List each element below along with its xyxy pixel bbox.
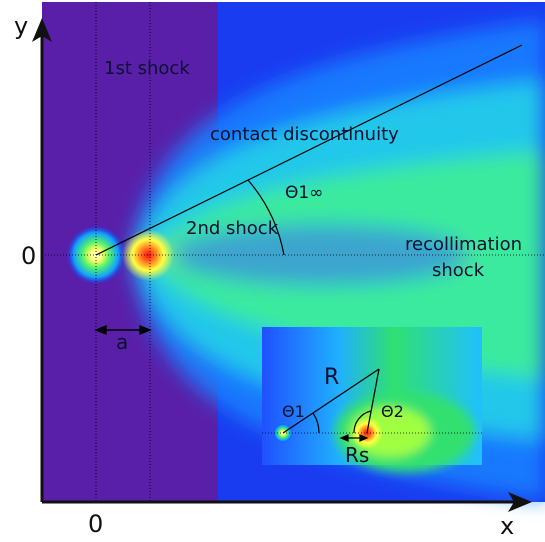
first-shock-label: 1st shock: [104, 58, 190, 79]
a-label: a: [116, 330, 128, 354]
x-axis-label: x: [500, 512, 514, 540]
contact-discontinuity-label: contact discontinuity: [210, 124, 399, 145]
inset-R-label: R: [324, 365, 339, 390]
contact-discontinuity-line: [95, 44, 523, 256]
inset-Rs-arrow: [339, 434, 369, 442]
inset-R-line-1: [282, 368, 380, 434]
y-axis-arrowhead: [32, 18, 52, 42]
inset-theta2-arc: [353, 410, 372, 434]
reference-lines: [42, 2, 545, 502]
inset-theta1-label: Θ1: [282, 402, 305, 421]
second-shock-label: 2nd shock: [186, 218, 279, 239]
inset-panel: [262, 327, 482, 472]
recollimation-label: recollimation: [405, 234, 522, 255]
inset-theta1-arc: [312, 412, 320, 434]
y-axis-label: y: [14, 12, 28, 40]
x-axis-arrowhead: [508, 492, 532, 512]
inset-Rs-label: Rs: [345, 443, 369, 467]
recollimation-shock-label: shock: [432, 260, 485, 281]
a-dimension-arrow: [94, 324, 152, 336]
y-origin-label: 0: [21, 242, 36, 270]
theta-1-inf-label: Θ1∞: [285, 183, 323, 203]
axes: [32, 18, 532, 512]
inset-R-line-2: [366, 368, 380, 434]
x-origin-label: 0: [88, 510, 103, 538]
theta-arc: [247, 179, 285, 256]
inset-theta2-label: Θ2: [381, 402, 404, 421]
labels: y x 0 0 1st shock contact discontinuity …: [14, 12, 522, 540]
